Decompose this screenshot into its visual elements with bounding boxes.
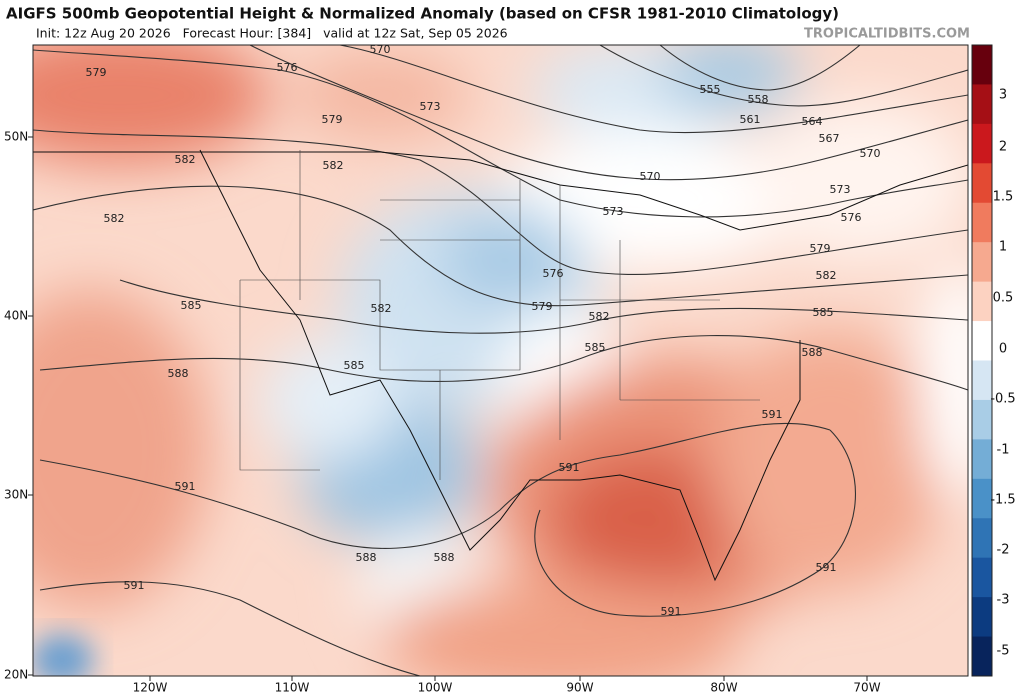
contour-label: 570: [860, 147, 881, 160]
colorbar-swatch: [972, 557, 992, 598]
contour-label: 588: [168, 367, 189, 380]
colorbar-label: -0.5: [990, 392, 1015, 407]
colorbar-swatch: [972, 636, 992, 677]
contour-label: 582: [589, 310, 610, 323]
colorbar-label: 1.5: [993, 190, 1014, 205]
contour-label: 561: [740, 113, 761, 126]
lon-label: 120W: [133, 681, 168, 695]
colorbar-label: -1: [997, 443, 1010, 458]
colorbar-swatch: [972, 439, 992, 480]
colorbar-swatch: [972, 45, 992, 85]
colorbar-label: 0.5: [993, 291, 1014, 306]
anomaly-low: [33, 634, 94, 676]
contour-label: 576: [543, 267, 564, 280]
contour-label: 573: [603, 205, 624, 218]
colorbar-label: 3: [999, 88, 1007, 103]
colorbar-label: -3: [997, 593, 1010, 608]
colorbar-swatch: [972, 242, 992, 283]
colorbar-swatch: [972, 360, 992, 401]
contour-label: 591: [124, 579, 145, 592]
colorbar-label: -2: [997, 543, 1010, 558]
contour-label: 585: [813, 306, 834, 319]
colorbar-swatch: [972, 84, 992, 125]
contour-label: 591: [661, 605, 682, 618]
lat-label: 40N: [4, 309, 28, 323]
lon-label: 70W: [853, 681, 880, 695]
colorbar-swatch: [972, 518, 992, 559]
contour-label: 582: [371, 302, 392, 315]
contour-label: 579: [322, 113, 343, 126]
contour-label: 591: [559, 461, 580, 474]
contour-label: 570: [640, 170, 661, 183]
colorbar-swatch: [972, 478, 992, 519]
contour-label: 576: [841, 211, 862, 224]
contour-label: 585: [344, 359, 365, 372]
contour-label: 582: [323, 159, 344, 172]
subtitle: Init: 12z Aug 20 2026 Forecast Hour: [38…: [36, 26, 508, 41]
contour-label: 582: [104, 212, 125, 225]
colorbar-swatch: [972, 163, 992, 204]
lon-label: 80W: [710, 681, 737, 695]
colorbar: 3 2 1.5 1 0.5 0 -0.5 -1 -1.5 -2 -3 -5: [971, 44, 1016, 677]
colorbar-frame: [971, 44, 993, 677]
state-borders: [239, 150, 760, 480]
colorbar-swatch: [972, 281, 992, 322]
title: AIGFS 500mb Geopotential Height & Normal…: [6, 5, 839, 23]
colorbar-swatch: [972, 321, 992, 361]
contour-label: 591: [762, 408, 783, 421]
lon-label: 90W: [566, 681, 593, 695]
contour-label: 567: [819, 132, 840, 145]
colorbar-label: 1: [999, 240, 1007, 255]
colorbar-swatch: [972, 123, 992, 164]
anomaly-field: [33, 45, 968, 676]
contour-label: 579: [810, 242, 831, 255]
lat-label: 30N: [4, 488, 28, 502]
contour-label: 579: [532, 300, 553, 313]
contour-label: 588: [434, 551, 455, 564]
contour-label: 564: [802, 115, 823, 128]
contour-label: 573: [420, 100, 441, 113]
coastlines-borders: [33, 149, 968, 582]
lon-label: 110W: [275, 681, 310, 695]
contour-label: 576: [277, 61, 298, 74]
contour-label: 588: [802, 346, 823, 359]
contour-label: 573: [830, 183, 851, 196]
colorbar-swatch: [972, 202, 992, 243]
credit: TROPICALTIDBITS.COM: [804, 27, 970, 42]
contour-label: 591: [816, 561, 837, 574]
contour-label: 582: [175, 153, 196, 166]
lat-label: 20N: [4, 668, 28, 682]
map: [33, 45, 968, 676]
lat-label: 50N: [4, 130, 28, 144]
colorbar-label: 0: [999, 342, 1007, 357]
map-frame: [32, 44, 969, 677]
contour-label: 570: [370, 43, 391, 56]
contour-label: 579: [86, 66, 107, 79]
contour-label: 585: [585, 341, 606, 354]
lon-label: 100W: [418, 681, 453, 695]
colorbar-swatch: [972, 597, 992, 638]
colorbar-swatch: [972, 399, 992, 440]
contour-label: 582: [816, 269, 837, 282]
colorbar-label: -5: [997, 644, 1010, 659]
height-contours: [33, 45, 968, 676]
map-labels: 50N 40N 30N 20N 120W 110W 100W 90W 80W 70W 570 579 5…: [4, 43, 881, 695]
contour-label: 591: [175, 480, 196, 493]
colorbar-label: 2: [999, 140, 1007, 155]
contour-label: 555: [700, 83, 721, 96]
contour-label: 558: [748, 93, 769, 106]
contour-label: 585: [181, 299, 202, 312]
contour-label: 588: [356, 551, 377, 564]
colorbar-label: -1.5: [990, 493, 1015, 508]
